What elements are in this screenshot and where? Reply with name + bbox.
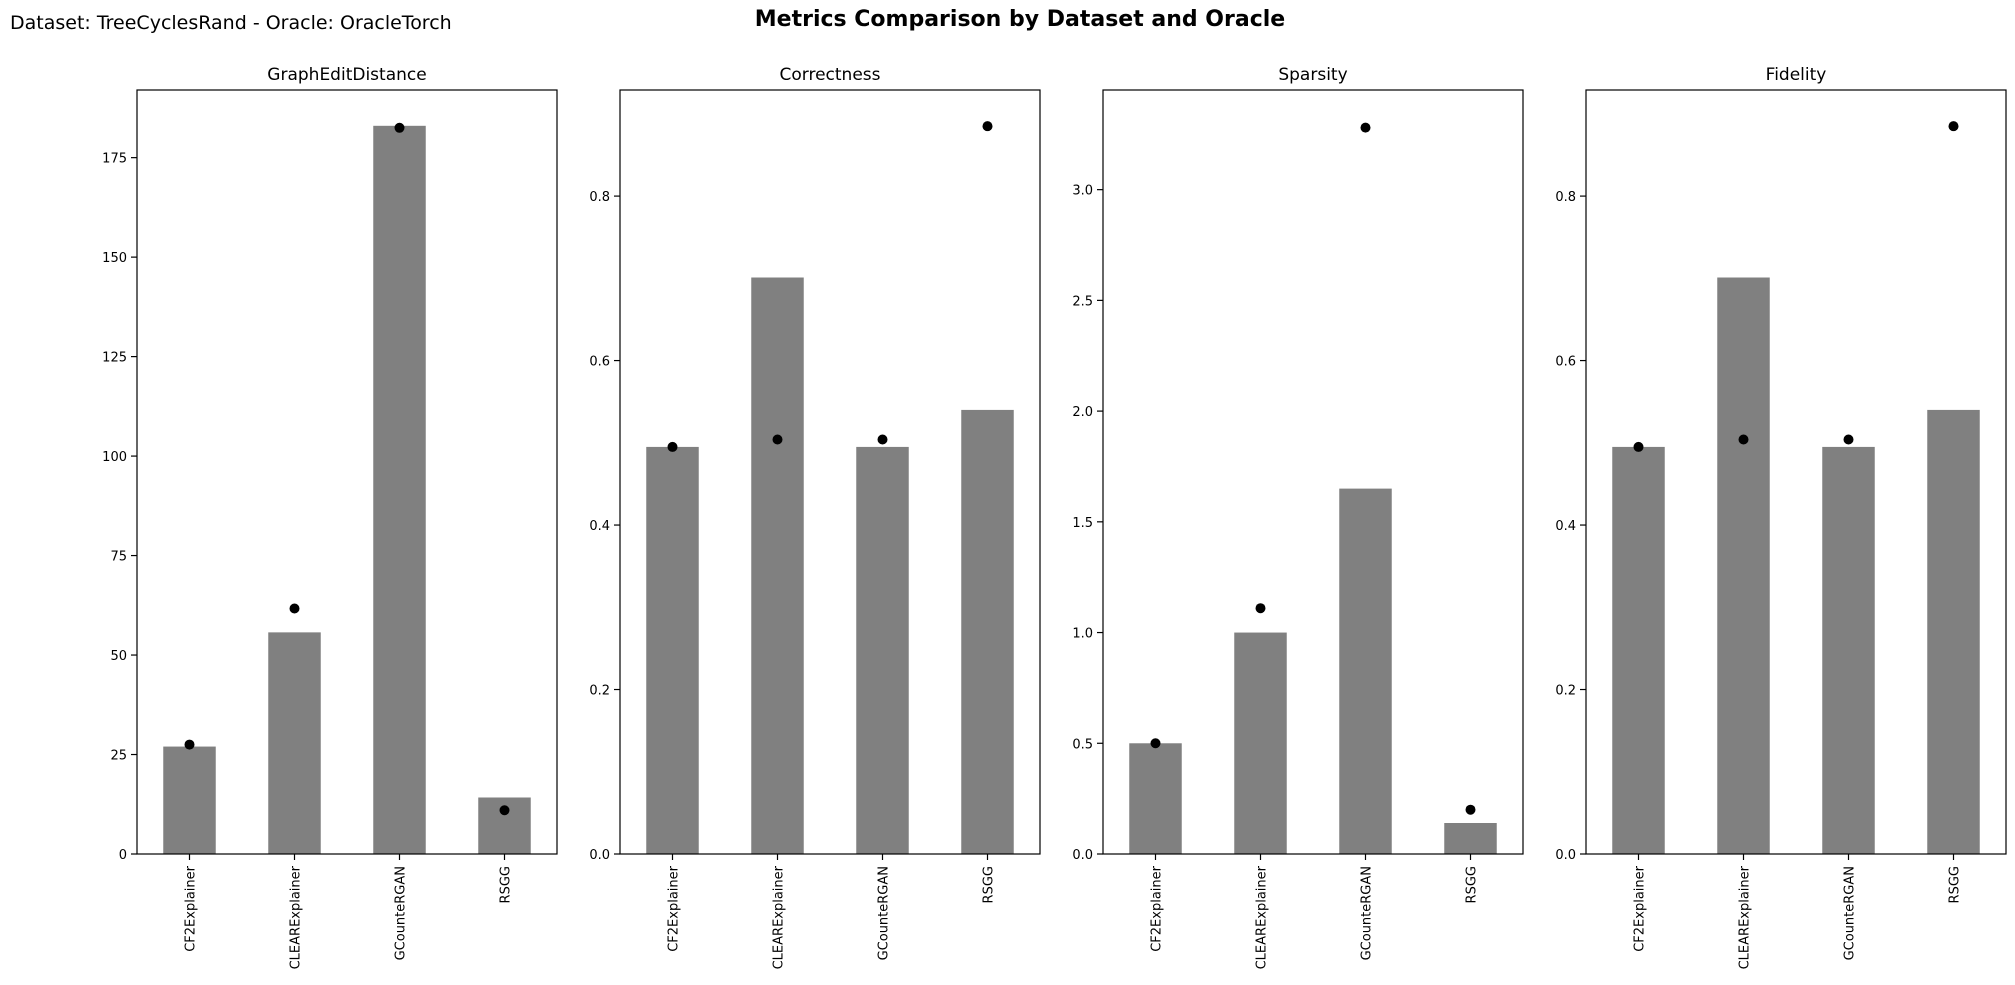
y-tick-label: 0.2 <box>1555 684 1576 699</box>
y-tick-label: 100 <box>102 450 127 465</box>
chart-panel: GraphEditDistance 0 25 50 75 100 125 150 175 CF2E… <box>102 65 557 969</box>
chart-title: Sparsity <box>1278 65 1347 85</box>
bar-cf2explainer <box>1612 447 1665 854</box>
point-gcountergan <box>878 435 888 445</box>
bar-gcountergan <box>856 447 909 854</box>
y-tick-label: 3.0 <box>1072 184 1093 199</box>
point-cf2explainer <box>668 442 678 452</box>
x-tick-label: CF2Explainer <box>1633 865 1648 951</box>
bar-clearexplainer <box>1717 278 1770 854</box>
y-tick-label: 0.0 <box>1555 848 1576 863</box>
y-tick-label: 0.4 <box>589 519 610 534</box>
bar-cf2explainer <box>646 447 699 854</box>
x-tick-label: GCounteRGAN <box>1843 866 1858 960</box>
bar-rsgg <box>961 410 1014 854</box>
x-tick-label: CLEARExplainer <box>1738 865 1753 969</box>
x-tick-label: GCounteRGAN <box>394 866 409 960</box>
point-cf2explainer <box>1151 738 1161 748</box>
bar-clearexplainer <box>1234 633 1287 854</box>
bar-rsgg <box>1927 410 1980 854</box>
y-tick-label: 0.0 <box>589 848 610 863</box>
y-tick-label: 175 <box>102 152 127 167</box>
y-tick-label: 0.5 <box>1072 737 1093 752</box>
chart-panel: Fidelity 0.0 0.2 0.4 0.6 0.8 CF2Explainer CLEAR… <box>1555 65 2006 969</box>
point-rsgg <box>500 805 510 815</box>
bar-gcountergan <box>373 126 426 854</box>
bar-rsgg <box>1444 823 1497 854</box>
point-rsgg <box>1466 805 1476 815</box>
x-tick-label: CLEARExplainer <box>772 865 787 969</box>
x-tick-label: CF2Explainer <box>184 865 199 951</box>
axes-frame <box>1103 90 1523 854</box>
y-tick-label: 0.6 <box>589 355 610 370</box>
y-tick-label: 150 <box>102 251 127 266</box>
y-tick-label: 0.0 <box>1072 848 1093 863</box>
figure-title: Metrics Comparison by Dataset and Oracle <box>755 7 1285 32</box>
y-tick-label: 0.8 <box>1555 190 1576 205</box>
y-tick-label: 0.4 <box>1555 519 1576 534</box>
chart-title: Fidelity <box>1766 65 1827 85</box>
y-tick-label: 75 <box>110 550 127 565</box>
point-clearexplainer <box>290 603 300 613</box>
x-tick-label: GCounteRGAN <box>1360 866 1375 960</box>
chart-title: GraphEditDistance <box>267 65 426 85</box>
x-tick-label: CLEARExplainer <box>289 865 304 969</box>
y-tick-label: 0.6 <box>1555 355 1576 370</box>
point-clearexplainer <box>1256 603 1266 613</box>
y-tick-label: 50 <box>110 649 127 664</box>
chart-panel: Sparsity 0.0 0.5 1.0 1.5 2.0 2.5 3.0 CF2Explaine… <box>1072 65 1523 969</box>
x-tick-label: RSGG <box>1948 866 1963 903</box>
x-tick-label: RSGG <box>499 866 514 903</box>
bar-clearexplainer <box>268 632 321 854</box>
axes-frame <box>137 90 557 854</box>
y-tick-label: 2.0 <box>1072 405 1093 420</box>
y-tick-label: 0.8 <box>589 190 610 205</box>
point-cf2explainer <box>1634 442 1644 452</box>
y-tick-label: 1.5 <box>1072 516 1093 531</box>
point-clearexplainer <box>773 435 783 445</box>
point-gcountergan <box>395 123 405 133</box>
x-tick-label: CLEARExplainer <box>1255 865 1270 969</box>
y-tick-label: 2.5 <box>1072 294 1093 309</box>
y-tick-label: 0 <box>119 848 127 863</box>
bar-cf2explainer <box>163 747 216 854</box>
point-gcountergan <box>1844 435 1854 445</box>
y-tick-label: 125 <box>102 351 127 366</box>
point-cf2explainer <box>185 740 195 750</box>
y-tick-label: 25 <box>110 749 127 764</box>
x-tick-label: RSGG <box>982 866 997 903</box>
point-gcountergan <box>1361 123 1371 133</box>
point-rsgg <box>1949 121 1959 131</box>
bar-gcountergan <box>1339 489 1392 854</box>
x-tick-label: RSGG <box>1465 866 1480 903</box>
point-clearexplainer <box>1739 435 1749 445</box>
bar-clearexplainer <box>751 278 804 854</box>
bar-cf2explainer <box>1129 743 1182 854</box>
x-tick-label: CF2Explainer <box>667 865 682 951</box>
y-tick-label: 1.0 <box>1072 627 1093 642</box>
bar-gcountergan <box>1822 447 1875 854</box>
chart-title: Correctness <box>780 65 881 85</box>
point-rsgg <box>983 121 993 131</box>
y-tick-label: 0.2 <box>589 684 610 699</box>
chart-panel: Correctness 0.0 0.2 0.4 0.6 0.8 CF2Explainer CL… <box>589 65 1040 969</box>
x-tick-label: CF2Explainer <box>1150 865 1165 951</box>
x-tick-label: GCounteRGAN <box>877 866 892 960</box>
dataset-oracle-label: Dataset: TreeCyclesRand - Oracle: Oracle… <box>10 12 452 34</box>
